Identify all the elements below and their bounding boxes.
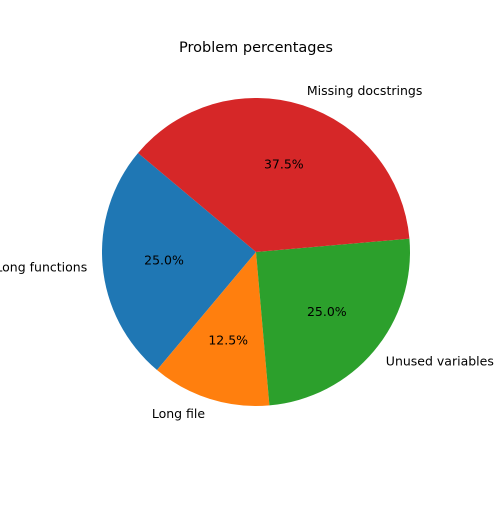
pct-label-long-file: 12.5% bbox=[208, 333, 248, 348]
pie-slice-long-file bbox=[157, 252, 270, 406]
pie-slice-missing-docstrings bbox=[138, 98, 410, 252]
slice-label-unused-variables: Unused variables bbox=[386, 353, 494, 368]
pct-label-long-functions: 25.0% bbox=[144, 253, 184, 268]
chart-title: Problem percentages bbox=[179, 40, 333, 56]
pie-slice-unused-variables bbox=[256, 238, 410, 406]
category-labels: Long functions Long file Unused variables M… bbox=[0, 83, 494, 421]
pct-label-missing-docstrings: 37.5% bbox=[264, 156, 304, 171]
slice-label-missing-docstrings: Missing docstrings bbox=[307, 83, 422, 98]
pct-label-unused-variables: 25.0% bbox=[307, 304, 347, 319]
percentage-labels: 25.0% 12.5% 25.0% 37.5% bbox=[144, 156, 347, 347]
pie-slices bbox=[102, 98, 410, 406]
pie-slice-long-functions bbox=[102, 153, 257, 370]
slice-label-long-functions: Long functions bbox=[0, 259, 87, 274]
slice-label-long-file: Long file bbox=[152, 406, 206, 421]
